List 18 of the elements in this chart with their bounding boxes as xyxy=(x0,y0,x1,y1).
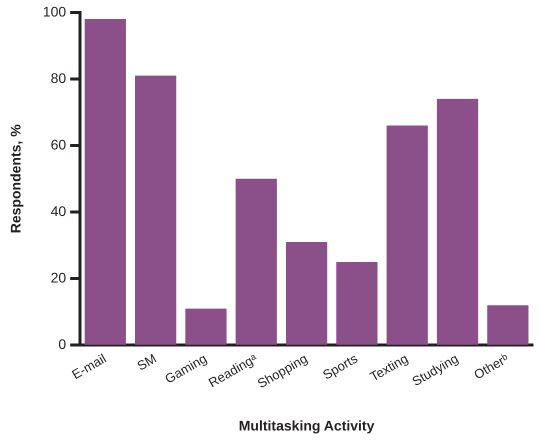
bar xyxy=(336,262,378,345)
y-tick-label: 0 xyxy=(58,336,66,352)
y-tick-label: 100 xyxy=(42,3,66,20)
bar xyxy=(286,242,328,345)
x-tick-label: SM xyxy=(134,350,159,374)
bar xyxy=(185,308,227,345)
bar xyxy=(386,126,428,345)
bar xyxy=(487,305,528,345)
bar xyxy=(436,98,478,345)
y-tick-label: 80 xyxy=(50,70,66,86)
y-tick-label: 20 xyxy=(50,270,66,286)
y-tick-label: 40 xyxy=(50,202,66,219)
bar xyxy=(84,19,126,345)
x-axis-title: Multitasking Activity xyxy=(238,417,375,434)
y-axis-title: Respondents, % xyxy=(7,124,24,234)
bar xyxy=(236,178,277,345)
bar xyxy=(135,76,176,345)
y-tick-label: 60 xyxy=(50,136,66,152)
